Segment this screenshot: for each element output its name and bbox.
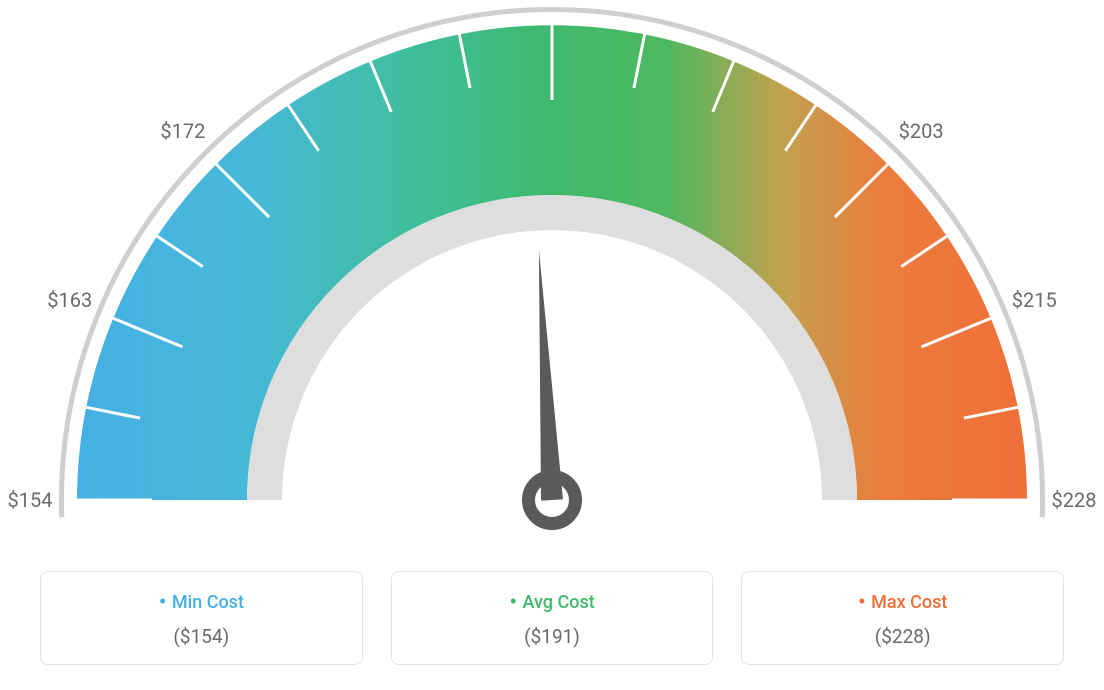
legend-value-max: ($228): [752, 625, 1053, 648]
cost-gauge: $154$163$172$191$203$215$228: [0, 0, 1104, 560]
legend-value-min: ($154): [51, 625, 352, 648]
legend-row: Min Cost ($154) Avg Cost ($191) Max Cost…: [40, 571, 1064, 665]
gauge-tick-label: $154: [8, 488, 53, 512]
legend-label-avg: Avg Cost: [402, 590, 703, 615]
legend-card-min: Min Cost ($154): [40, 571, 363, 665]
legend-card-avg: Avg Cost ($191): [391, 571, 714, 665]
gauge-tick-label: $203: [899, 119, 944, 143]
gauge-tick-label: $163: [47, 288, 92, 312]
legend-label-min: Min Cost: [51, 590, 352, 615]
legend-value-avg: ($191): [402, 625, 703, 648]
gauge-tick-label: $172: [160, 119, 205, 143]
gauge-tick-label: $228: [1052, 488, 1097, 512]
legend-card-max: Max Cost ($228): [741, 571, 1064, 665]
gauge-tick-label: $215: [1012, 288, 1057, 312]
gauge-svg: [0, 0, 1104, 560]
legend-label-max: Max Cost: [752, 590, 1053, 615]
